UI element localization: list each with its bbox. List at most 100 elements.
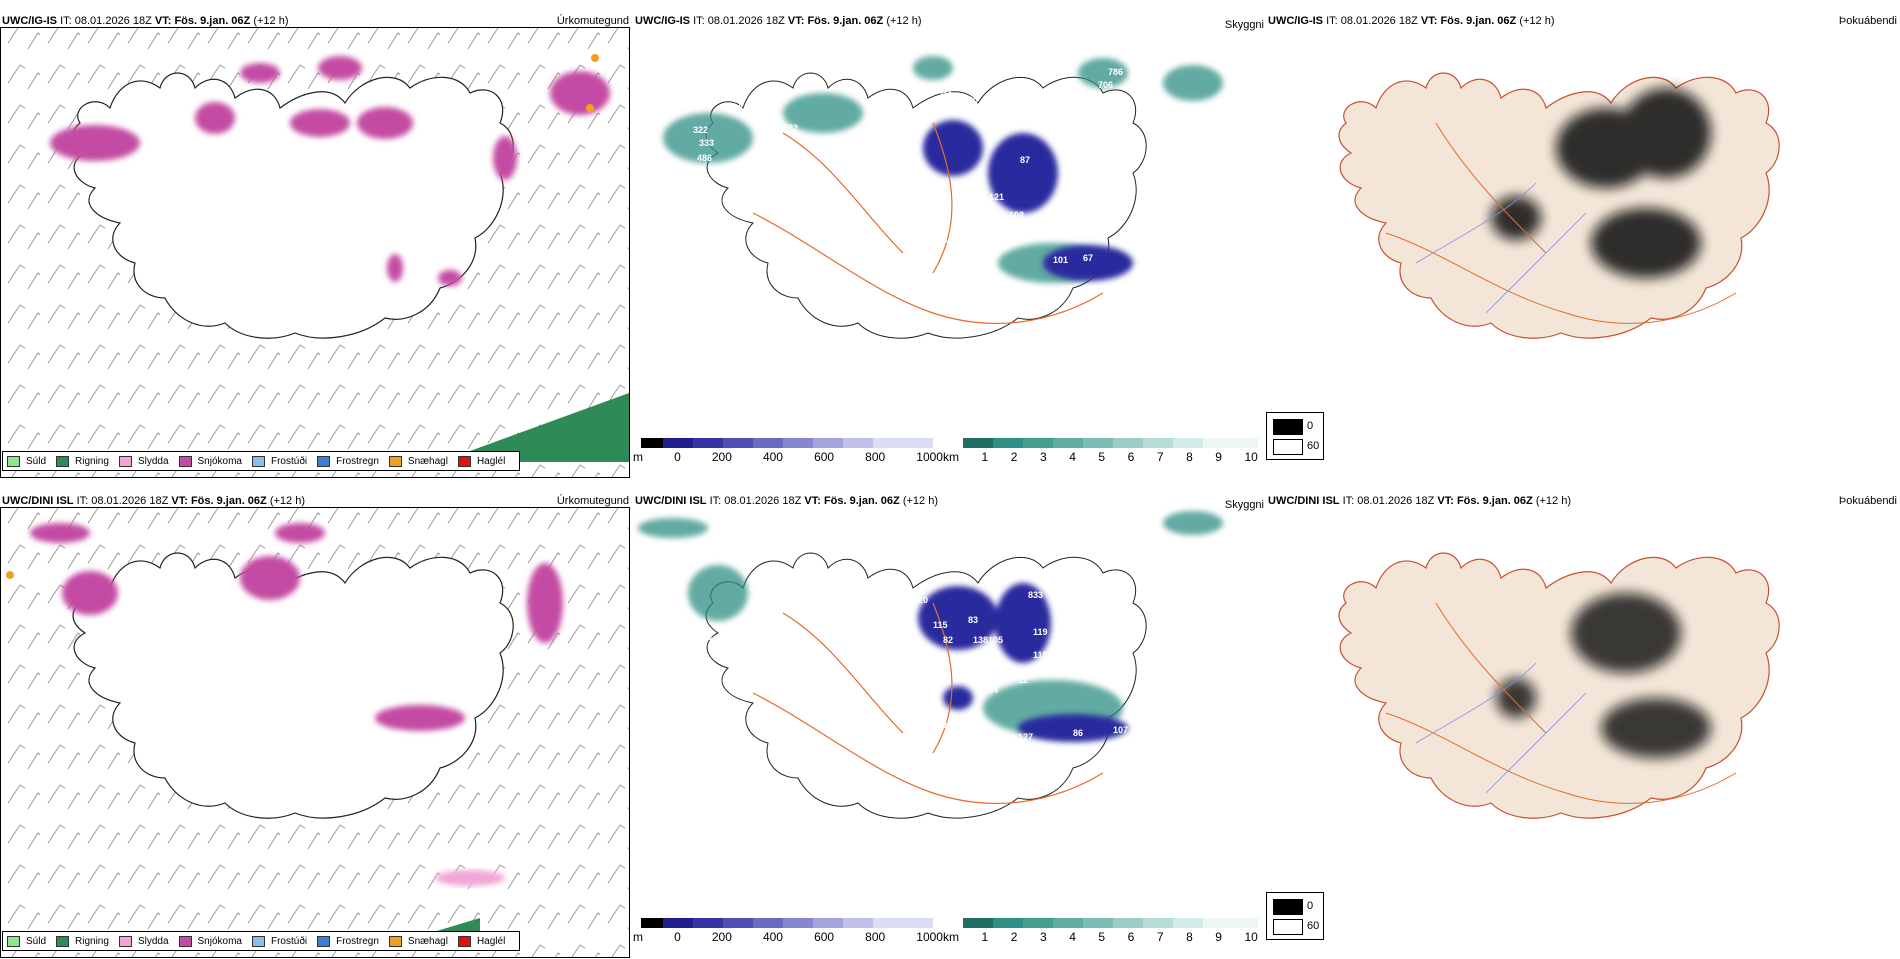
cloud-height-label: 211 — [938, 90, 953, 100]
cloud-height-label: 67 — [1083, 253, 1093, 263]
legend-item-frostregn: Frostregn — [317, 935, 379, 947]
cloud-height-label: 119 — [1033, 627, 1048, 637]
cloud-map: 928 322 333 486 262 211 100 168 108 87 195 121 108 13… — [663, 56, 1228, 339]
legend-item-snjokoma: Snjókoma — [178, 455, 242, 467]
cloud-height-label: 135 — [978, 253, 993, 263]
cloud-height-label: 108 — [1009, 210, 1024, 220]
cloud-height-label: 22 — [1103, 585, 1113, 595]
height-colorbar-ticks: m 0 200 400 600 800 1000 — [633, 930, 943, 944]
precip-panel-bottom: UWC/DINI ISL IT: 08.01.2026 18Z VT: Fös.… — [0, 493, 631, 959]
legend-item-slydda: Slydda — [118, 455, 169, 467]
panel-title: UWC/DINI ISL IT: 08.01.2026 18Z VT: Fös.… — [2, 495, 305, 507]
panel-title: UWC/DINI ISL IT: 08.01.2026 18Z VT: Fös.… — [635, 495, 938, 507]
legend-item-frostudi: Frostúði — [251, 455, 307, 467]
cloud-height-label: 706 — [1098, 80, 1113, 90]
legend-item-frostregn: Frostregn — [317, 455, 379, 467]
cloud-height-label: 107 — [1113, 725, 1128, 735]
cloud-height-label: 208 — [973, 650, 988, 660]
cloud-height-label: 120 — [943, 720, 958, 730]
legend-item-snaehagl: Snæhagl — [388, 935, 448, 947]
cloud-height-label: 101 — [1053, 255, 1068, 265]
height-colorbar-bar — [641, 918, 933, 928]
cloud-height-label: 108 — [1028, 115, 1043, 125]
precip-panel-top: UWC/IG-IS IT: 08.01.2026 18Z VT: Fös. 9.… — [0, 13, 631, 479]
cloud-height-label: 793 — [697, 632, 712, 642]
legend-item-haglel: Haglél — [457, 455, 505, 467]
visibility-colorbar-bar — [963, 438, 1258, 448]
cloud-height-label: 527 — [691, 618, 706, 628]
visibility-colorbar-bar — [963, 918, 1258, 928]
panel-variable-label: Skyggni — [1224, 499, 1264, 511]
cloud-height-label: 786 — [1108, 67, 1123, 77]
legend-item-suld: Súld — [7, 455, 46, 467]
cloud-height-label: 928 — [728, 103, 743, 113]
cloud-height-label: 168 — [990, 123, 1005, 133]
fog-map — [1338, 552, 1780, 819]
cloud-height-label: 115 — [933, 620, 948, 630]
panel-title: UWC/IG-IS IT: 08.01.2026 18Z VT: Fös. 9.… — [635, 15, 922, 27]
cloud-height-label: 47 — [1188, 135, 1198, 145]
cloud-height-label: 195 — [958, 180, 973, 190]
cloud-height-label: 121 — [989, 192, 1004, 202]
cloud-height-label: 833 — [1028, 590, 1043, 600]
cloud-height-label: 13 — [1168, 155, 1178, 165]
cloud-height-label: 162 — [1078, 585, 1093, 595]
legend-item-frostudi: Frostúði — [251, 935, 307, 947]
cloud-panel-bottom: UWC/DINI ISL IT: 08.01.2026 18Z VT: Fös.… — [633, 493, 1264, 959]
fog-panel-bottom: UWC/DINI ISL IT: 08.01.2026 18Z VT: Fös.… — [1266, 493, 1897, 959]
precip-map — [1, 28, 629, 477]
cloud-height-label: 57 — [1208, 155, 1218, 165]
cloud-height-label: 12 — [1138, 180, 1148, 190]
cloud-height-label: 262 — [783, 123, 798, 133]
cloud-height-label: 119 — [1033, 650, 1048, 660]
cloud-height-label: 127 — [1018, 732, 1033, 742]
cloud-height-label: 87 — [1020, 155, 1030, 165]
cloud-height-label: 138 — [983, 672, 998, 682]
legend-item-rigning: Rigning — [56, 455, 109, 467]
precip-type-legend: Súld Rigning Slydda Snjókoma Frostúði Fr… — [2, 931, 521, 951]
fog-map — [1338, 72, 1780, 339]
cloud-panel-top: UWC/IG-IS IT: 08.01.2026 18Z VT: Fös. 9.… — [633, 13, 1264, 479]
precip-map — [1, 508, 629, 957]
height-colorbar: m 0 200 400 600 800 1000 — [633, 918, 943, 944]
panel-title: UWC/IG-IS IT: 08.01.2026 18Z VT: Fös. 9.… — [2, 15, 289, 27]
fog-panel-top: UWC/IG-IS IT: 08.01.2026 18Z VT: Fös. 9.… — [1266, 13, 1897, 479]
cloud-height-label: 159 — [1078, 605, 1093, 615]
visibility-colorbar: km 1 2 3 4 5 6 7 8 9 10 — [943, 918, 1263, 944]
legend-item-suld: Súld — [7, 935, 46, 947]
legend-item-rigning: Rigning — [56, 935, 109, 947]
precip-type-legend: Súld Rigning Slydda Snjókoma Frostúði Fr… — [2, 451, 521, 471]
height-colorbar-ticks: m 0 200 400 600 800 1000 — [633, 450, 943, 464]
panel-title: UWC/IG-IS IT: 08.01.2026 18Z VT: Fös. 9.… — [1268, 15, 1555, 27]
fog-legend-top: 0 60 — [1266, 412, 1324, 460]
cloud-height-label: 486 — [697, 153, 712, 163]
fog-legend-bottom: 0 60 — [1266, 892, 1324, 940]
cloud-height-label: 12 — [1128, 715, 1138, 725]
cloud-height-label: 118 — [933, 235, 948, 245]
panel-variable-label: Úrkomutegund — [556, 15, 629, 27]
legend-item-haglel: Haglél — [457, 935, 505, 947]
visibility-colorbar-ticks: km 1 2 3 4 5 6 7 8 9 10 — [943, 450, 1258, 464]
legend-item-snjokoma: Snjókoma — [178, 935, 242, 947]
visibility-colorbar: km 1 2 3 4 5 6 7 8 9 10 — [943, 438, 1263, 464]
panel-variable-label: Þokuábendi — [1838, 495, 1897, 507]
map-frame — [0, 27, 630, 478]
cloud-height-label: 20 — [918, 595, 928, 605]
cloud-height-label: 100 — [963, 95, 978, 105]
cloud-height-label: 105 — [988, 635, 1003, 645]
cloud-height-label: 333 — [699, 138, 714, 148]
cloud-height-label: 82 — [943, 635, 953, 645]
panel-variable-label: Úrkomutegund — [556, 495, 629, 507]
cloud-height-label: 86 — [1073, 728, 1083, 738]
panel-variable-label: Þokuábendi — [1838, 15, 1897, 27]
cloud-height-label: 83 — [968, 615, 978, 625]
visibility-colorbar-ticks: km 1 2 3 4 5 6 7 8 9 10 — [943, 930, 1258, 944]
height-colorbar: m 0 200 400 600 800 1000 — [633, 438, 943, 464]
legend-item-slydda: Slydda — [118, 935, 169, 947]
cloud-height-label: 134 — [983, 685, 998, 695]
panel-title: UWC/DINI ISL IT: 08.01.2026 18Z VT: Fös.… — [1268, 495, 1571, 507]
height-colorbar-bar — [641, 438, 933, 448]
legend-item-snaehagl: Snæhagl — [388, 455, 448, 467]
panel-variable-label: Skyggni — [1224, 19, 1264, 31]
